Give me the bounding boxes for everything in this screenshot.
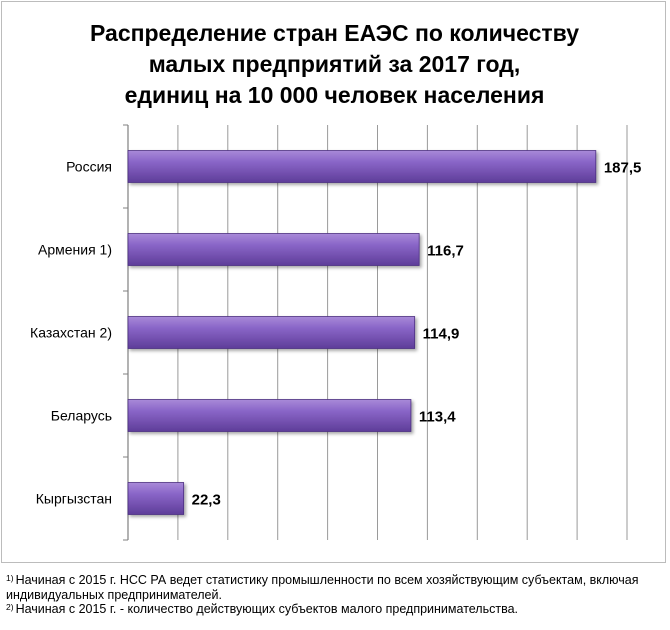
category-label: Кыргызстан [36,491,112,507]
chart-title: Распределение стран ЕАЭС по количеству м… [2,18,667,111]
category-label: Армения 1) [38,242,112,258]
chart-title-line-2: малых предприятий за 2017 год, [148,51,521,77]
bar [127,233,420,266]
bar [127,482,185,515]
bar-chart: Россия 187,5 Армения 1) 116,7 Казахстан 2) 11… [30,124,642,541]
bar [127,399,412,432]
footnote-2-marker: 2) [6,602,14,612]
data-label: 22,3 [192,492,221,509]
chart-title-line-3: единиц на 10 000 человек населения [124,82,545,108]
footnote-1-text: Начиная с 2015 г. НСС РА ведет статистик… [6,573,639,602]
footnote-1-marker: 1) [6,573,14,583]
chart-frame: Распределение стран ЕАЭС по количеству м… [1,1,666,563]
category-label: Беларусь [51,408,112,424]
data-label: 187,5 [604,160,642,177]
chart-title-line-1: Распределение стран ЕАЭС по количеству [90,20,579,46]
category-label: Казахстан 2) [30,325,112,341]
data-label: 116,7 [427,243,464,260]
footnotes: 1) Начиная с 2015 г. НСС РА ведет статист… [6,573,666,617]
footnote-1: 1) Начиная с 2015 г. НСС РА ведет статист… [6,573,666,602]
bar [127,316,416,349]
footnote-2-text: Начиная с 2015 г. - количество действующ… [15,602,519,616]
bar [127,150,597,183]
data-label: 113,4 [419,409,456,426]
category-label: Россия [66,159,112,175]
data-label: 114,9 [423,326,460,343]
footnote-2: 2) Начиная с 2015 г. - количество действу… [6,602,666,617]
